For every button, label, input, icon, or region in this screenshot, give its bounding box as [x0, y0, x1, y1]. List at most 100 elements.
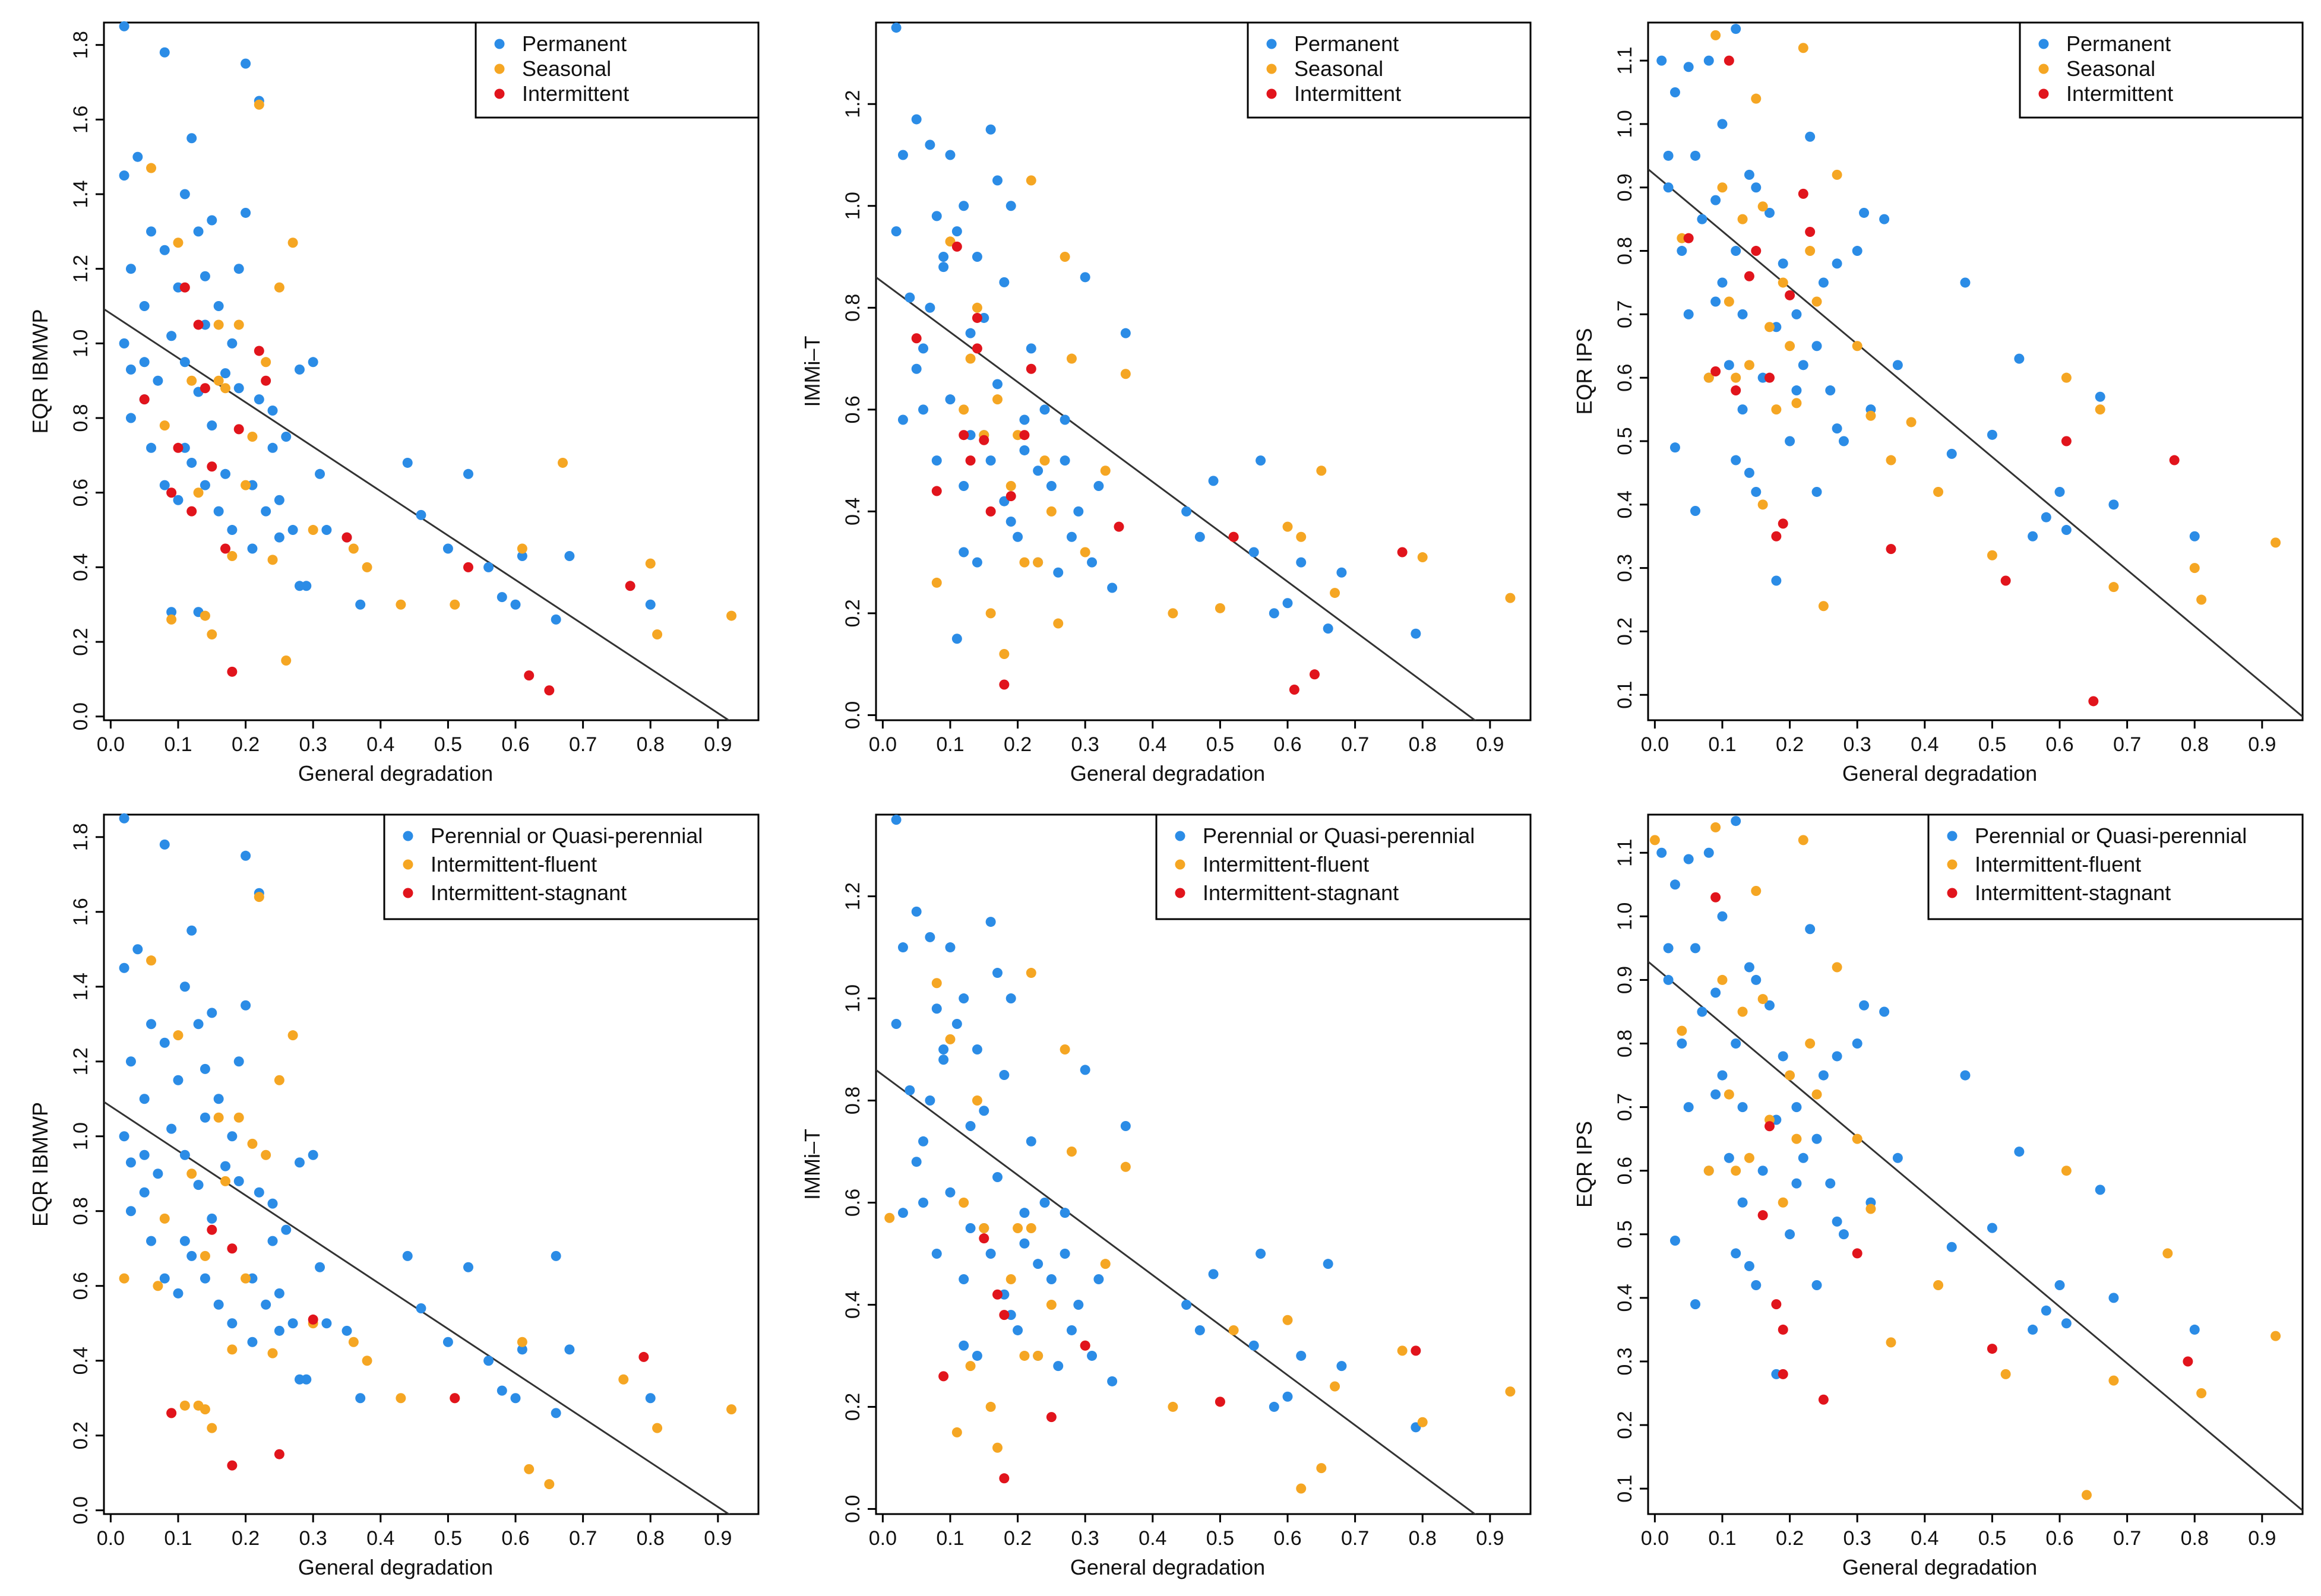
data-point	[173, 1075, 184, 1085]
legend-marker	[1266, 88, 1277, 99]
data-point	[1208, 1269, 1219, 1280]
data-point	[193, 1019, 204, 1030]
y-tick-label: 1.0	[842, 192, 864, 220]
data-point	[911, 333, 922, 344]
data-point	[146, 1236, 157, 1246]
data-point	[1060, 252, 1070, 262]
data-point	[972, 252, 982, 262]
data-point	[972, 557, 982, 568]
data-point	[2196, 594, 2207, 605]
chart-bottom-right: 0.0 0.1 0.2 0.3 0.4 0.5 0.6 0.7 0.8 0.9 0.1 0.2 0.3 0…	[1572, 813, 2304, 1579]
data-point	[1987, 429, 1997, 440]
y-tick-label: 0.3	[1614, 554, 1636, 582]
x-tick-label: 0.1	[164, 1527, 192, 1550]
legend-marker	[403, 831, 413, 841]
x-tick-label: 0.1	[936, 733, 964, 756]
data-point	[1683, 854, 1694, 864]
data-point	[510, 599, 521, 610]
legend-label: Permanent	[2066, 31, 2171, 56]
data-point	[166, 607, 177, 618]
data-point	[1818, 277, 1829, 288]
data-point	[1087, 557, 1098, 568]
data-point	[999, 1310, 1010, 1320]
chart-bottom-middle: 0.0 0.1 0.2 0.3 0.4 0.5 0.6 0.7 0.8 0.9 0.0 0.2 0.4 0…	[800, 813, 1532, 1579]
x-tick-label: 0.6	[501, 733, 529, 756]
data-point	[1731, 246, 1741, 256]
data-point	[1724, 1089, 1734, 1100]
regression-line	[876, 276, 1476, 720]
data-point	[227, 1131, 238, 1142]
data-point	[1757, 1166, 1768, 1176]
x-tick-label: 0.9	[2248, 733, 2276, 756]
data-point	[1798, 1152, 1808, 1163]
data-point	[1282, 521, 1293, 532]
data-point	[241, 1273, 251, 1284]
data-point	[931, 486, 942, 496]
data-point	[1019, 1238, 1030, 1249]
data-point	[166, 614, 177, 625]
data-point	[1677, 246, 1687, 256]
x-tick-label: 0.4	[1139, 1527, 1166, 1550]
data-point	[159, 480, 170, 490]
data-point	[1798, 188, 1808, 199]
data-point	[1703, 55, 1714, 66]
data-point	[1785, 290, 1795, 300]
data-point	[220, 1176, 230, 1186]
data-point	[1791, 309, 1802, 319]
data-point	[159, 1037, 170, 1048]
x-tick-label: 0.8	[2181, 1527, 2209, 1550]
data-point	[1832, 423, 1842, 434]
data-point	[362, 562, 372, 572]
data-point	[1677, 1025, 1687, 1036]
data-point	[1811, 1280, 1822, 1290]
data-point	[166, 331, 177, 341]
data-point	[645, 558, 656, 569]
data-point	[220, 543, 230, 554]
series-1	[1677, 30, 2281, 612]
data-point	[213, 1094, 224, 1104]
data-point	[1987, 1223, 1997, 1233]
data-point	[186, 375, 197, 386]
data-point	[1228, 531, 1239, 542]
data-point	[294, 1374, 305, 1385]
data-point	[139, 1150, 150, 1160]
data-point	[1744, 962, 1754, 973]
data-point	[2183, 1356, 2193, 1367]
data-point	[119, 170, 129, 181]
data-point	[463, 468, 473, 479]
data-point	[146, 955, 157, 966]
data-point	[965, 328, 976, 338]
data-point	[992, 1171, 1003, 1182]
legend-marker	[1947, 859, 1958, 870]
data-point	[517, 1337, 527, 1347]
data-point	[227, 1344, 238, 1355]
data-point	[1697, 214, 1707, 224]
data-point	[1005, 480, 1016, 491]
data-point	[483, 1356, 494, 1366]
data-point	[261, 375, 271, 386]
data-point	[1859, 207, 1870, 218]
data-point	[1764, 1121, 1775, 1132]
x-tick-label: 0.2	[1004, 1527, 1032, 1550]
data-point	[1336, 1361, 1347, 1372]
data-point	[951, 1019, 962, 1030]
data-point	[1005, 1274, 1016, 1284]
y-tick-label: 0.6	[69, 479, 92, 506]
data-point	[159, 420, 170, 431]
data-point	[497, 1385, 507, 1396]
data-point	[1690, 943, 1701, 954]
data-point	[267, 1348, 278, 1358]
data-point	[938, 252, 949, 262]
legend-box	[475, 21, 760, 119]
data-point	[1832, 258, 1842, 269]
data-point	[911, 363, 922, 374]
data-point	[1785, 341, 1795, 352]
data-point	[1100, 1259, 1111, 1269]
data-point	[287, 238, 298, 248]
y-tick-label: 0.0	[69, 1496, 92, 1524]
data-point	[125, 413, 136, 423]
x-tick-label: 0.3	[299, 1527, 327, 1550]
data-point	[2108, 499, 2119, 510]
data-point	[1946, 448, 1957, 459]
data-point	[416, 509, 426, 520]
